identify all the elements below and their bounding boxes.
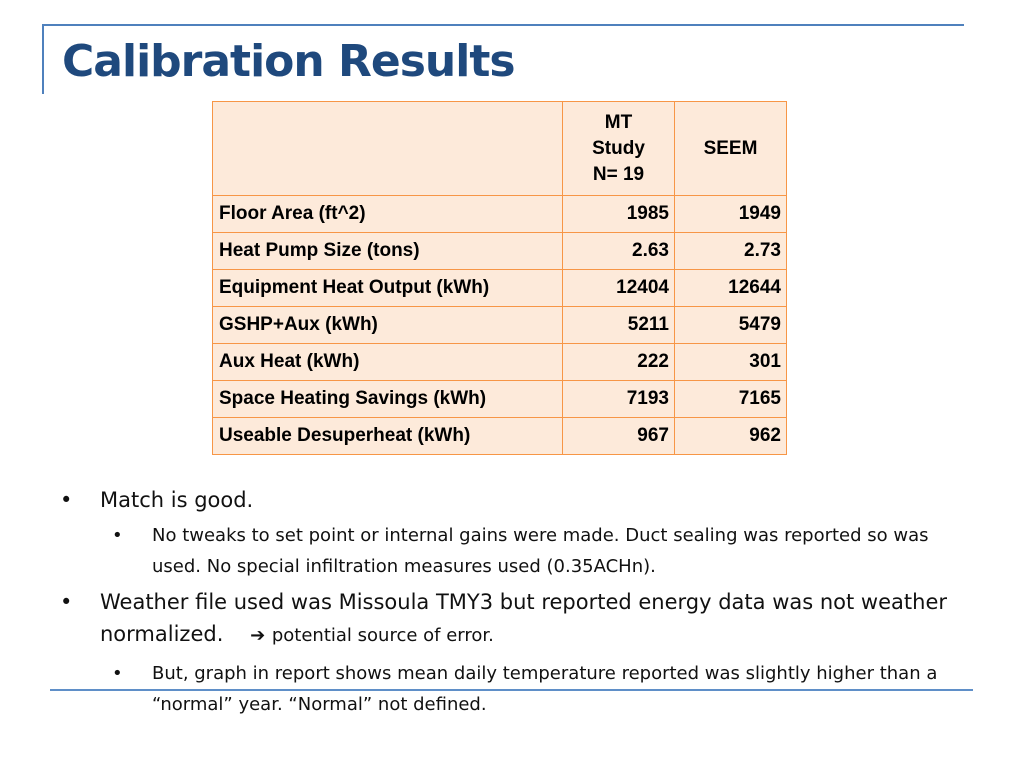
row-label: Floor Area (ft^2) <box>212 195 563 233</box>
bullet-item: • Weather file used was Missoula TMY3 bu… <box>60 586 960 652</box>
calibration-table: MT Study N= 19 SEEM Floor Area (ft^2) 1985 1… <box>212 101 787 455</box>
value-cell: 962 <box>674 417 787 455</box>
column-header: MT Study N= 19 <box>562 101 675 196</box>
right-arrow-icon: ➔ <box>250 625 266 646</box>
bullet-dot-icon: • <box>112 525 123 546</box>
bullet-text: Weather file used was Missoula TMY3 but … <box>100 590 947 646</box>
value-cell: 301 <box>674 343 787 381</box>
table-row: Useable Desuperheat (kWh) 967 962 <box>212 417 787 455</box>
bullet-item: • Match is good. <box>60 484 960 516</box>
bullet-dot-icon: • <box>112 663 123 684</box>
table-header-row: MT Study N= 19 SEEM <box>212 101 787 196</box>
value-cell: 5479 <box>674 306 787 344</box>
value-cell: 7165 <box>674 380 787 418</box>
table-row: Equipment Heat Output (kWh) 12404 12644 <box>212 269 787 307</box>
value-cell: 1949 <box>674 195 787 233</box>
bottom-rule <box>50 689 973 691</box>
value-cell: 2.73 <box>674 232 787 270</box>
bullet-note: potential source of error. <box>271 625 494 646</box>
table-row: Heat Pump Size (tons) 2.63 2.73 <box>212 232 787 270</box>
value-cell: 7193 <box>562 380 675 418</box>
row-label: Aux Heat (kWh) <box>212 343 563 381</box>
sub-bullet-text: But, graph in report shows mean daily te… <box>152 663 938 715</box>
value-cell: 2.63 <box>562 232 675 270</box>
top-rule <box>42 24 964 26</box>
row-label: Equipment Heat Output (kWh) <box>212 269 563 307</box>
left-accent-rule <box>42 24 44 94</box>
value-cell: 1985 <box>562 195 675 233</box>
bullet-text: Match is good. <box>100 488 254 512</box>
bullet-dot-icon: • <box>60 590 73 614</box>
sub-bullet-item: • But, graph in report shows mean daily … <box>60 658 960 720</box>
slide-title: Calibration Results <box>62 36 516 87</box>
row-label: Space Heating Savings (kWh) <box>212 380 563 418</box>
value-cell: 967 <box>562 417 675 455</box>
header-blank-cell <box>212 101 563 196</box>
table-row: GSHP+Aux (kWh) 5211 5479 <box>212 306 787 344</box>
row-label: GSHP+Aux (kWh) <box>212 306 563 344</box>
value-cell: 12644 <box>674 269 787 307</box>
value-cell: 12404 <box>562 269 675 307</box>
table-row: Space Heating Savings (kWh) 7193 7165 <box>212 380 787 418</box>
sub-bullet-item: • No tweaks to set point or internal gai… <box>60 520 960 582</box>
bullet-dot-icon: • <box>60 488 73 512</box>
value-cell: 222 <box>562 343 675 381</box>
row-label: Useable Desuperheat (kWh) <box>212 417 563 455</box>
sub-bullet-text: No tweaks to set point or internal gains… <box>152 525 929 577</box>
bullet-list: • Match is good. • No tweaks to set poin… <box>60 484 960 720</box>
column-header: SEEM <box>674 101 787 196</box>
table-row: Aux Heat (kWh) 222 301 <box>212 343 787 381</box>
value-cell: 5211 <box>562 306 675 344</box>
row-label: Heat Pump Size (tons) <box>212 232 563 270</box>
table-row: Floor Area (ft^2) 1985 1949 <box>212 195 787 233</box>
